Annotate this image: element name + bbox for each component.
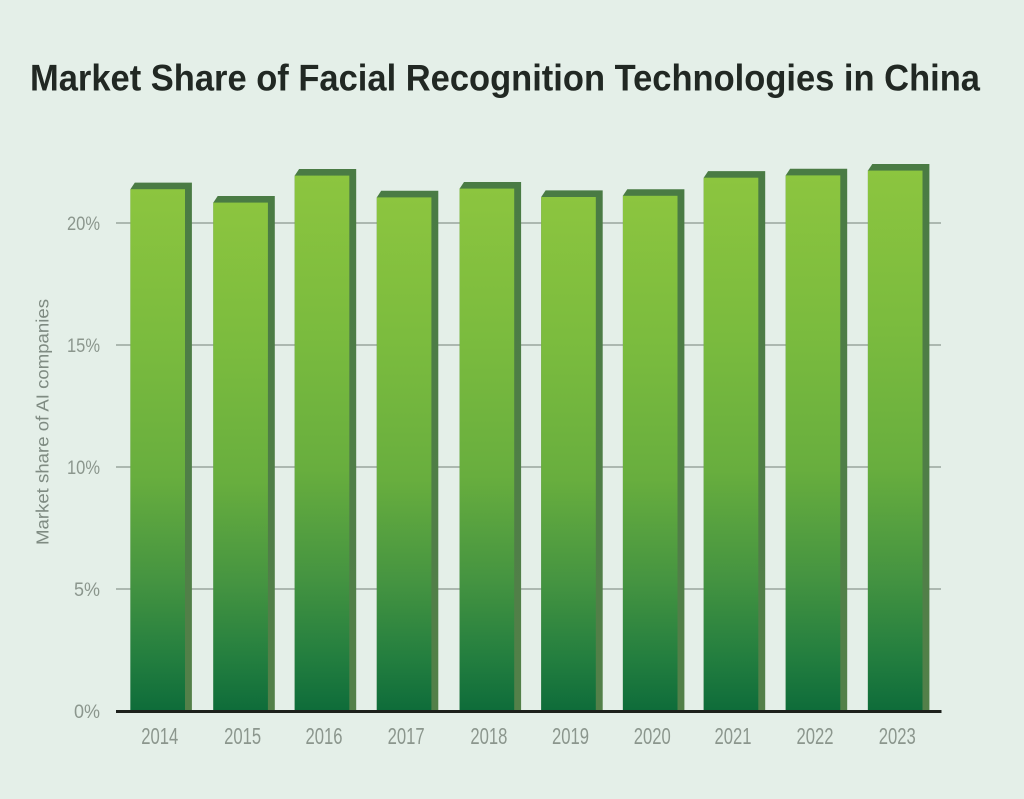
svg-text:Market share of AI companies: Market share of AI companies (33, 299, 53, 545)
svg-text:5%: 5% (74, 579, 100, 601)
svg-text:2016: 2016 (306, 723, 343, 749)
svg-text:Market Share of Facial Recogni: Market Share of Facial Recognition Techn… (30, 58, 980, 99)
svg-text:2020: 2020 (634, 723, 671, 749)
svg-text:2021: 2021 (715, 723, 752, 749)
svg-text:2015: 2015 (224, 723, 261, 749)
svg-text:2022: 2022 (797, 723, 834, 749)
svg-text:10%: 10% (67, 457, 100, 479)
svg-text:0%: 0% (74, 701, 100, 723)
svg-text:20%: 20% (67, 213, 100, 235)
svg-text:2019: 2019 (552, 723, 589, 749)
svg-text:2014: 2014 (141, 723, 178, 749)
svg-text:15%: 15% (67, 335, 100, 357)
svg-text:2023: 2023 (879, 723, 916, 749)
svg-text:2017: 2017 (388, 723, 425, 749)
svg-text:2018: 2018 (470, 723, 507, 749)
